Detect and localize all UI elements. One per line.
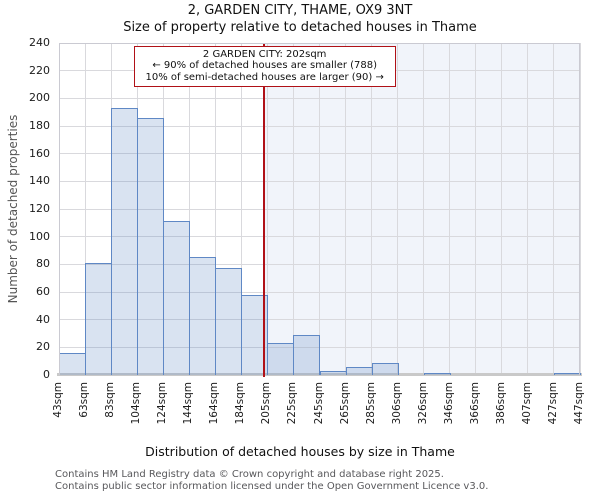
v-gridline xyxy=(475,43,477,375)
x-axis-title: Distribution of detached houses by size … xyxy=(145,444,455,459)
bar xyxy=(293,334,321,375)
y-tick-label: 20 xyxy=(36,340,50,354)
bar xyxy=(423,373,451,375)
v-gridline xyxy=(84,43,86,375)
v-gridline xyxy=(449,43,451,375)
bar xyxy=(85,262,113,375)
gridlines xyxy=(58,42,581,375)
x-tick-label: 285sqm xyxy=(364,382,377,425)
y-tick-label: 140 xyxy=(29,174,50,188)
v-gridline xyxy=(501,43,503,375)
x-tick-label: 164sqm xyxy=(208,382,221,425)
x-tick-label: 83sqm xyxy=(104,382,117,418)
bar xyxy=(189,257,217,375)
bar xyxy=(345,366,373,375)
bar xyxy=(553,373,581,375)
v-gridline xyxy=(214,43,216,375)
y-tick-label: 180 xyxy=(29,119,50,132)
y-tick-label: 160 xyxy=(29,146,50,160)
y-tick-label: 0 xyxy=(43,368,50,381)
property-marker-line xyxy=(262,43,265,377)
x-tick-label: 245sqm xyxy=(312,382,325,425)
footer-line-1: Contains HM Land Registry data © Crown c… xyxy=(55,469,444,480)
v-gridline xyxy=(292,43,294,375)
bar xyxy=(267,343,295,375)
x-tick-label: 427sqm xyxy=(546,382,559,425)
x-tick-label: 63sqm xyxy=(78,382,91,418)
bar xyxy=(59,352,87,375)
y-tick-label: 220 xyxy=(29,63,50,77)
annotation-line-1: 2 GARDEN CITY: 202sqm xyxy=(202,49,327,60)
x-tick-label: 306sqm xyxy=(390,382,403,425)
v-gridline xyxy=(345,43,347,375)
x-tick-label: 326sqm xyxy=(416,382,429,425)
plot-area: 2 GARDEN CITY: 202sqm ← 90% of detached … xyxy=(57,42,582,377)
y-tick-label: 80 xyxy=(36,257,50,271)
v-gridline xyxy=(266,43,268,375)
annotation-line-3: 10% of semi-detached houses are larger (… xyxy=(145,71,384,83)
v-gridline xyxy=(240,43,242,375)
x-tick-label: 205sqm xyxy=(260,382,273,425)
bar xyxy=(319,370,347,375)
v-gridline xyxy=(579,43,581,375)
v-gridline xyxy=(397,43,399,375)
y-tick-label: 120 xyxy=(29,202,50,215)
x-tick-label: 265sqm xyxy=(338,382,351,425)
y-tick-label: 240 xyxy=(29,36,50,49)
bar xyxy=(137,117,165,375)
v-gridline xyxy=(553,43,555,375)
y-tick-label: 200 xyxy=(29,91,50,105)
bar xyxy=(163,221,191,375)
bars xyxy=(59,43,581,375)
y-tick-label: 60 xyxy=(36,285,50,298)
x-tick-label: 225sqm xyxy=(286,382,299,425)
chart-subtitle: Size of property relative to detached ho… xyxy=(123,20,477,35)
chart-title: 2, GARDEN CITY, THAME, OX9 3NT xyxy=(187,3,413,18)
y-tick-label: 40 xyxy=(36,312,50,326)
v-gridline xyxy=(423,43,425,375)
x-tick-label: 144sqm xyxy=(182,382,195,425)
bar xyxy=(111,108,139,375)
v-gridline xyxy=(319,43,320,375)
x-tick-label: 407sqm xyxy=(520,382,533,425)
x-tick-label: 184sqm xyxy=(234,382,247,425)
annotation-box: 2 GARDEN CITY: 202sqm ← 90% of detached … xyxy=(133,46,396,87)
bar xyxy=(371,362,399,375)
v-gridline xyxy=(371,43,373,375)
x-tick-label: 104sqm xyxy=(130,382,143,425)
footer: Contains HM Land Registry data © Crown c… xyxy=(55,469,488,492)
footer-line-2: Contains public sector information licen… xyxy=(55,480,489,492)
x-tick-label: 43sqm xyxy=(52,382,64,418)
bar xyxy=(215,268,243,375)
x-tick-label: 447sqm xyxy=(573,382,585,425)
annotation-line-2: ← 90% of detached houses are smaller (78… xyxy=(152,60,378,72)
y-tick-label: 100 xyxy=(29,229,50,243)
x-tick-label: 346sqm xyxy=(442,382,455,425)
x-tick-label: 366sqm xyxy=(468,382,481,425)
x-tick-label: 124sqm xyxy=(156,382,169,425)
x-tick-label: 386sqm xyxy=(494,382,507,425)
v-gridline xyxy=(188,43,190,375)
v-gridline xyxy=(527,43,529,375)
